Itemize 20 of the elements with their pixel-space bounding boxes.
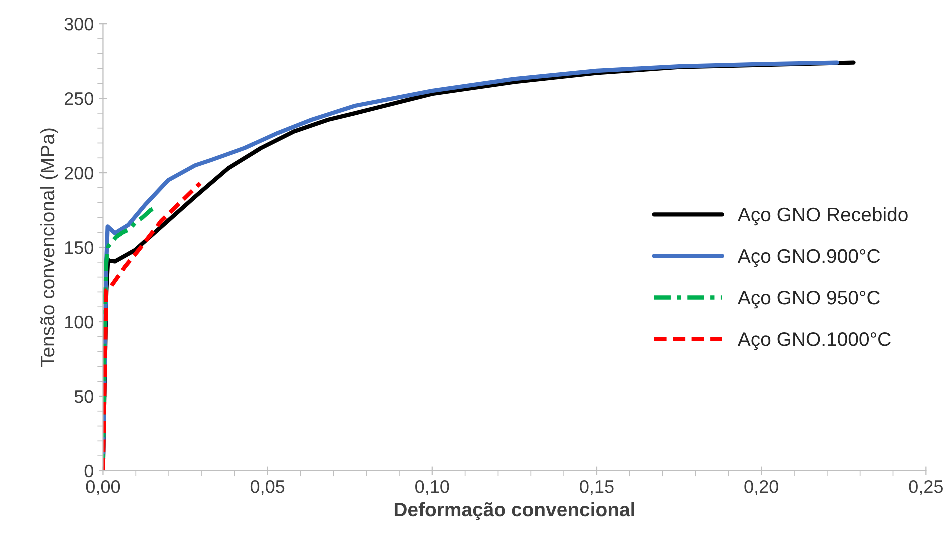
y-tick-label: 0	[84, 464, 94, 478]
y-tick-label: 100	[65, 316, 94, 329]
x-tick-label: 0,10	[416, 480, 450, 496]
y-axis-title: Tensão convencional (MPa)	[40, 128, 59, 368]
x-tick-label: 0,00	[86, 480, 120, 496]
x-tick-label: 0,05	[250, 480, 285, 496]
x-tick-label: 0,20	[744, 480, 778, 496]
y-tick-label: 300	[64, 18, 94, 31]
x-tick-label: 0,25	[909, 480, 943, 496]
legend-label: Aço GNO.1000°C	[738, 332, 891, 350]
y-tick-label: 200	[64, 166, 94, 180]
legend-label: Aço GNO Recebido	[738, 207, 908, 226]
y-tick-label: 50	[74, 390, 94, 404]
legend-label: Aço GNO.900°C	[738, 249, 880, 268]
y-tick-label: 150	[65, 241, 94, 254]
x-tick-label: 0,15	[580, 480, 614, 496]
line-series	[103, 181, 202, 471]
y-tick-label: 250	[64, 92, 94, 106]
x-axis-title: Deformação convencional	[394, 502, 634, 521]
legend-label: Aço GNO 950°C	[738, 290, 880, 309]
